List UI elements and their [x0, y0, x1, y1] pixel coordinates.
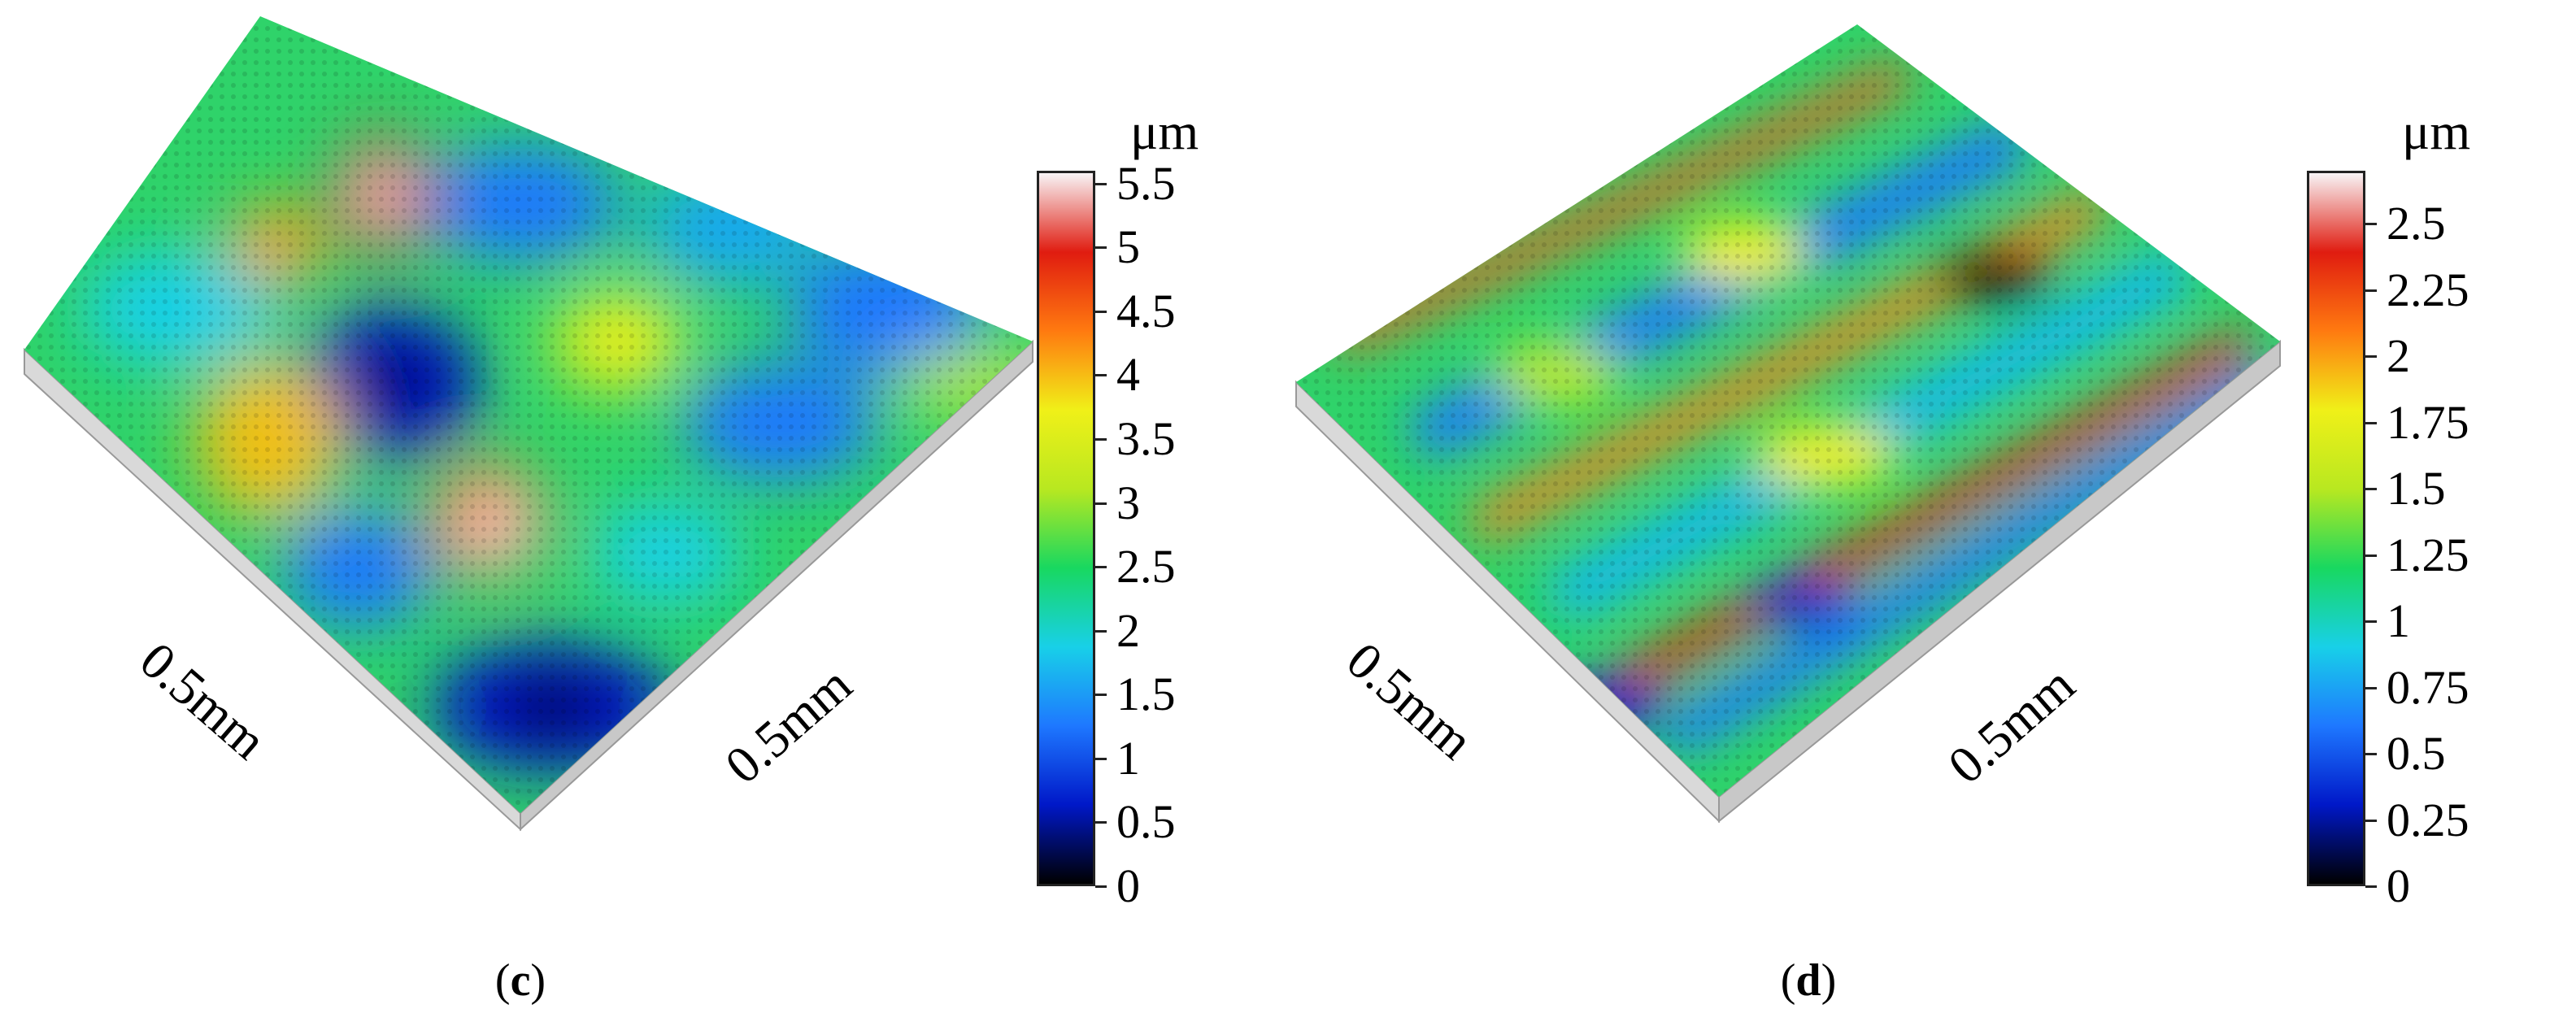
- colorbar-tick-mark: [1095, 885, 1107, 888]
- colorbar-tick-mark: [2365, 753, 2377, 756]
- colorbar-tick-mark: [2365, 819, 2377, 822]
- surface-plot-c: [24, 16, 1033, 832]
- colorbar-tick-label: 1: [2387, 594, 2410, 648]
- colorbar-tick-mark: [1095, 310, 1107, 313]
- colorbar-tick-label: 3.5: [1116, 412, 1176, 465]
- panel-caption-d: (d): [1780, 955, 1837, 1006]
- colorbar-tick-label: 0.25: [2387, 793, 2469, 846]
- colorbar-tick-mark: [2365, 686, 2377, 689]
- colorbar-tick-label: 1.5: [1116, 668, 1176, 721]
- colorbar-tick-label: 1: [1116, 731, 1140, 785]
- colorbar-tick-mark: [1095, 694, 1107, 697]
- colorbar-tick-label: 2.25: [2387, 263, 2469, 316]
- colorbar-tick-label: 4: [1116, 348, 1140, 402]
- colorbar-tick-mark: [1095, 374, 1107, 377]
- colorbar-tick-label: 1.25: [2387, 528, 2469, 581]
- colorbar-tick-label: 0: [2387, 859, 2410, 912]
- panel-caption-c: (c): [494, 955, 546, 1006]
- colorbar-tick-mark: [1095, 502, 1107, 505]
- colorbar-tick-mark: [2365, 421, 2377, 424]
- figure-panel-c: μm 5.5 5 4.5 4 3.5 3 2.5 2 1.5 1 0.5 0 0.5mm 0.5mm …: [24, 16, 1199, 1006]
- colorbar-unit-label-c: μm: [1130, 102, 1199, 160]
- colorbar-tick-mark: [1095, 438, 1107, 441]
- colorbar-c: [1037, 171, 1095, 886]
- colorbar-tick-label: 0: [1116, 859, 1140, 912]
- colorbar-tick-mark: [2365, 223, 2377, 226]
- colorbar-tick-mark: [2365, 885, 2377, 888]
- colorbar-tick-mark: [1095, 182, 1107, 185]
- colorbar-tick-label: 0.5: [1116, 795, 1176, 849]
- surface-height-map-d: [1296, 24, 2280, 797]
- colorbar-tick-mark: [2365, 289, 2377, 292]
- colorbar-tick-mark: [1095, 246, 1107, 250]
- colorbar-tick-label: 1.5: [2387, 462, 2446, 515]
- colorbar-unit-label-d: μm: [2402, 102, 2471, 160]
- colorbar-tick-mark: [1095, 566, 1107, 569]
- colorbar-tick-mark: [1095, 757, 1107, 760]
- colorbar-tick-label: 2.5: [2387, 197, 2446, 250]
- colorbar-tick-label: 2: [1116, 603, 1140, 657]
- colorbar-tick-mark: [2365, 488, 2377, 491]
- colorbar-d: [2307, 171, 2365, 886]
- colorbar-tick-label: 4.5: [1116, 284, 1176, 337]
- colorbar-tick-label: 1.75: [2387, 395, 2469, 449]
- colorbar-tick-label: 5.5: [1116, 156, 1176, 210]
- colorbar-tick-mark: [2365, 554, 2377, 557]
- colorbar-tick-label: 2: [2387, 329, 2410, 383]
- colorbar-tick-mark: [1095, 629, 1107, 633]
- colorbar-tick-mark: [2365, 355, 2377, 359]
- colorbar-tick-label: 2.5: [1116, 540, 1176, 594]
- colorbar-tick-label: 3: [1116, 476, 1140, 529]
- figure-panel-d: μm 2.5 2.25 2 1.75 1.5 1.25 1 0.75 0.5 0.25 0 0.5m…: [1288, 0, 2576, 1035]
- surface-plot-d: [1295, 24, 2281, 824]
- colorbar-tick-label: 0.75: [2387, 660, 2469, 714]
- colorbar-tick-label: 0.5: [2387, 727, 2446, 781]
- colorbar-tick-label: 5: [1116, 220, 1140, 274]
- colorbar-tick-mark: [2365, 620, 2377, 624]
- colorbar-tick-mark: [1095, 821, 1107, 824]
